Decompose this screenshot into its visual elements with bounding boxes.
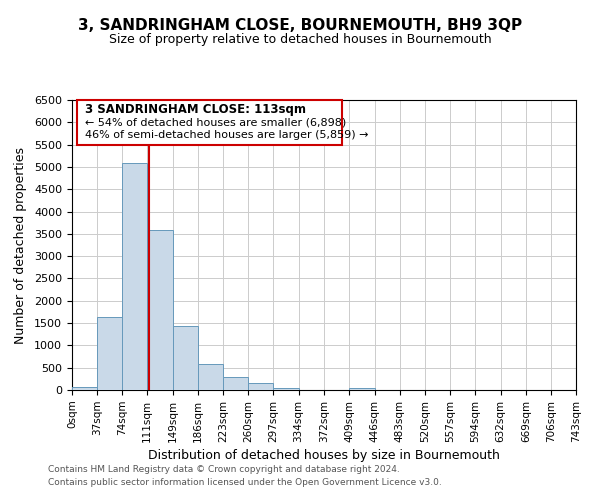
Bar [122,164,147,390]
Y-axis label: Number of detached properties: Number of detached properties [14,146,27,344]
X-axis label: Distribution of detached houses by size in Bournemouth: Distribution of detached houses by size … [148,449,500,462]
Bar [97,318,122,390]
Bar [274,388,299,390]
Bar [349,388,374,390]
Text: 3, SANDRINGHAM CLOSE, BOURNEMOUTH, BH9 3QP: 3, SANDRINGHAM CLOSE, BOURNEMOUTH, BH9 3… [78,18,522,32]
Bar [72,388,97,390]
Text: ← 54% of detached houses are smaller (6,898): ← 54% of detached houses are smaller (6,… [85,118,346,128]
Text: 3 SANDRINGHAM CLOSE: 113sqm: 3 SANDRINGHAM CLOSE: 113sqm [85,103,305,116]
Text: Size of property relative to detached houses in Bournemouth: Size of property relative to detached ho… [109,32,491,46]
Bar [223,376,248,390]
Text: 46% of semi-detached houses are larger (5,859) →: 46% of semi-detached houses are larger (… [85,130,368,140]
Bar [173,326,198,390]
Text: Contains HM Land Registry data © Crown copyright and database right 2024.: Contains HM Land Registry data © Crown c… [48,466,400,474]
FancyBboxPatch shape [77,100,341,145]
Bar [248,384,274,390]
Bar [147,230,173,390]
Text: Contains public sector information licensed under the Open Government Licence v3: Contains public sector information licen… [48,478,442,487]
Bar [198,364,223,390]
